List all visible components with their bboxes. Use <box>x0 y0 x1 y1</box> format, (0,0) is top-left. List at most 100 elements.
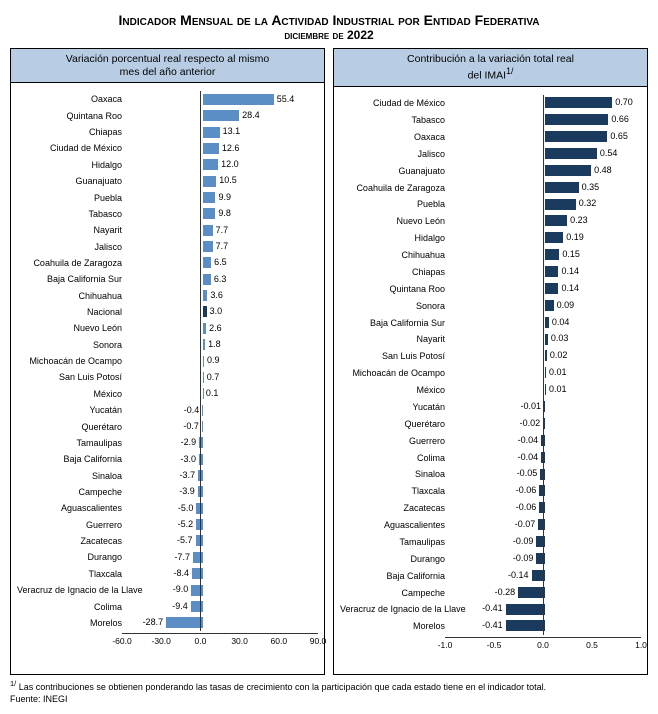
bar-value: 7.7 <box>216 241 229 251</box>
bar-value: 0.03 <box>551 333 569 343</box>
bar-label: Guerrero <box>340 436 449 446</box>
x-tick: 60.0 <box>271 636 288 646</box>
subtitle: diciembre de 2022 <box>10 28 648 42</box>
bar-row: Querétaro-0.7 <box>17 418 318 434</box>
bar-rect <box>545 300 554 311</box>
bar-track: 0.15 <box>449 247 641 264</box>
main-title: Indicador Mensual de la Actividad Indust… <box>10 12 648 28</box>
bar-row: Michoacán de Ocampo0.9 <box>17 353 318 369</box>
bar-row: Zacatecas-5.7 <box>17 533 318 549</box>
bar-value: -0.09 <box>513 536 534 546</box>
bar-label: Sinaloa <box>17 471 126 481</box>
bar-track: 0.19 <box>449 230 641 247</box>
bar-track: 0.01 <box>449 382 641 399</box>
bar-value: -5.2 <box>178 519 194 529</box>
bar-track: -9.4 <box>126 598 318 614</box>
bar-rect <box>545 249 559 260</box>
bar-track: -8.4 <box>126 566 318 582</box>
bar-track: -0.14 <box>449 567 641 584</box>
bar-value: -0.01 <box>521 401 542 411</box>
bar-label: Guerrero <box>17 520 126 530</box>
bar-value: 0.15 <box>562 249 580 259</box>
x-tick: 0.5 <box>586 640 598 650</box>
bar-track: 12.6 <box>126 140 318 156</box>
subtitle-prefix: diciembre de <box>284 28 347 42</box>
bar-value: 0.48 <box>594 165 612 175</box>
left-plot: Oaxaca55.4Quintana Roo28.4Chiapas13.1Ciu… <box>11 83 324 674</box>
footnote-marker: 1/ <box>10 679 16 688</box>
subtitle-year: 2022 <box>347 28 374 42</box>
bar-rect <box>203 356 204 367</box>
bar-value: 0.01 <box>549 384 567 394</box>
bar-label: Nayarit <box>340 334 449 344</box>
bar-label: Zacatecas <box>340 503 449 513</box>
bar-value: -3.7 <box>180 470 196 480</box>
bar-value: 13.1 <box>223 126 241 136</box>
bar-label: Chihuahua <box>17 291 126 301</box>
bar-row: Quintana Roo0.14 <box>340 280 641 297</box>
source-value: INEGI <box>43 694 68 704</box>
bar-track: -3.7 <box>126 467 318 483</box>
bar-row: Sonora1.8 <box>17 337 318 353</box>
bar-row: Baja California Sur6.3 <box>17 271 318 287</box>
bar-row: Tlaxcala-8.4 <box>17 566 318 582</box>
bar-label: Tamaulipas <box>340 537 449 547</box>
bar-track: -3.0 <box>126 451 318 467</box>
charts-row: Variación porcentual real respecto al mi… <box>10 48 648 675</box>
bar-label: Baja California Sur <box>17 274 126 284</box>
bar-label: Michoacán de Ocampo <box>340 368 449 378</box>
bar-rect <box>203 208 216 219</box>
bar-value: 12.6 <box>222 143 240 153</box>
bar-label: Veracruz de Ignacio de la Llave <box>340 604 449 614</box>
bar-label: Colima <box>340 453 449 463</box>
bar-track: -0.01 <box>449 398 641 415</box>
bar-rect <box>545 232 563 243</box>
bar-row: San Luis Potosí0.02 <box>340 348 641 365</box>
right-header-line1: Contribución a la variación total real <box>407 53 574 65</box>
bar-label: Coahuila de Zaragoza <box>17 258 126 268</box>
bar-rect <box>545 199 576 210</box>
bar-track: 0.9 <box>126 353 318 369</box>
bar-row: Yucatán-0.01 <box>340 398 641 415</box>
bar-label: Ciudad de México <box>17 143 126 153</box>
bar-row: Ciudad de México 12.6 <box>17 140 318 156</box>
x-tick: 0.0 <box>194 636 206 646</box>
bar-value: 0.19 <box>566 232 584 242</box>
bar-row: México0.01 <box>340 382 641 399</box>
bar-value: -0.06 <box>516 502 537 512</box>
bar-row: Oaxaca 0.65 <box>340 128 641 145</box>
bar-label: Guanajuato <box>17 176 126 186</box>
bar-label: Oaxaca <box>340 132 449 142</box>
bar-row: Guanajuato 10.5 <box>17 173 318 189</box>
bar-rect <box>196 535 203 546</box>
bar-row: Baja California-0.14 <box>340 567 641 584</box>
bar-track: 0.7 <box>126 369 318 385</box>
bar-label: Colima <box>17 602 126 612</box>
bar-row: Tabasco0.66 <box>340 112 641 129</box>
bar-row: Aguascalientes-5.0 <box>17 500 318 516</box>
bar-rect <box>545 114 608 125</box>
x-tick: -0.5 <box>487 640 502 650</box>
bar-value: 0.65 <box>610 131 628 141</box>
bar-track: -0.41 <box>449 601 641 618</box>
bar-label: Quintana Roo <box>340 284 449 294</box>
bar-row: Zacatecas -0.06 <box>340 500 641 517</box>
bar-track: -0.09 <box>449 533 641 550</box>
bar-value: 55.4 <box>277 94 295 104</box>
bar-row: Quintana Roo28.4 <box>17 108 318 124</box>
bar-row: Chiapas13.1 <box>17 124 318 140</box>
bar-track: 0.32 <box>449 196 641 213</box>
bar-value: 10.5 <box>219 175 237 185</box>
bar-track: -5.0 <box>126 500 318 516</box>
bar-row: Michoacán de Ocampo0.01 <box>340 365 641 382</box>
bar-track: -0.28 <box>449 584 641 601</box>
bar-row: Nayarit7.7 <box>17 222 318 238</box>
bar-track: -0.09 <box>449 550 641 567</box>
bar-label: Morelos <box>340 621 449 631</box>
bar-value: 0.54 <box>600 148 618 158</box>
bar-row: Nayarit 0.03 <box>340 331 641 348</box>
bar-row: Colima-0.04 <box>340 449 641 466</box>
bar-track: -0.04 <box>449 449 641 466</box>
bar-row: Tabasco9.8 <box>17 206 318 222</box>
bar-row: Oaxaca55.4 <box>17 91 318 107</box>
